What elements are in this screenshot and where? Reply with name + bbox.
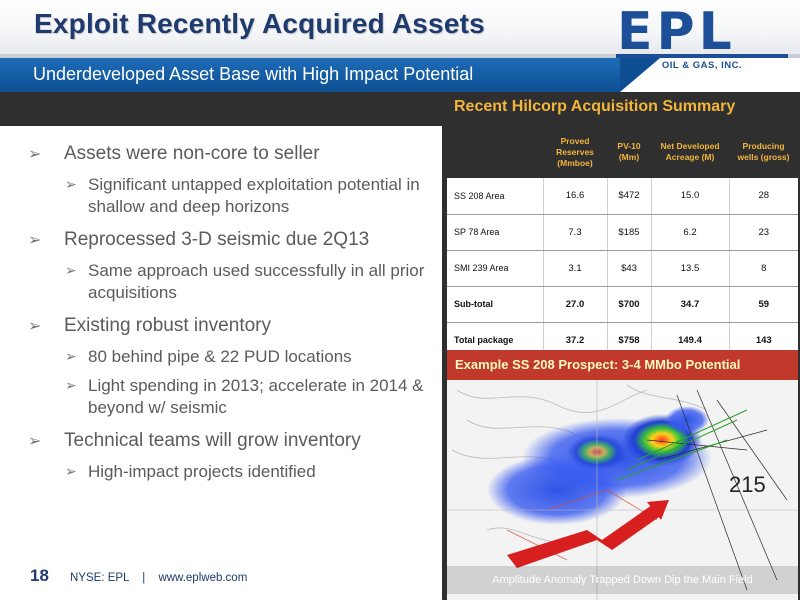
table-cell: Total package xyxy=(454,335,514,346)
sub-bullet-item: ➢ Same approach used successfully in all … xyxy=(28,260,428,304)
table-cell: 23 xyxy=(728,214,798,251)
bullet-text: Technical teams will grow inventory xyxy=(64,430,361,451)
bullet-list: ➢ Assets were non-core to seller ➢ Signifi… xyxy=(28,142,428,483)
summary-header-row: Proved Reserves (Mmboe) PV-10 (Mm) Net D… xyxy=(447,126,798,178)
sub-bullet-arrow-icon: ➢ xyxy=(65,177,77,193)
bullet-text: Assets were non-core to seller xyxy=(64,143,320,164)
bullet-arrow-icon: ➢ xyxy=(28,431,42,450)
sub-bullet-item: ➢ High-impact projects identified xyxy=(28,461,428,483)
sub-bullet-arrow-icon: ➢ xyxy=(65,378,77,394)
bullet-item: ➢ Reprocessed 3-D seismic due 2Q13 xyxy=(28,228,428,252)
footer: NYSE: EPL | www.eplweb.com xyxy=(70,572,247,584)
logo-divider xyxy=(616,54,788,58)
table-row: SS 208 Area 16.6 $472 15.0 28 xyxy=(447,178,798,215)
table-cell: 6.2 xyxy=(650,214,729,251)
table-row-subtotal: Sub-total 27.0 $700 34.7 59 xyxy=(447,286,798,323)
footer-ticker: NYSE: EPL xyxy=(70,572,130,584)
header-cell: Proved Reserves (Mmboe) xyxy=(543,126,607,178)
table-cell: $472 xyxy=(606,178,651,215)
table-cell: 27.0 xyxy=(542,286,607,323)
table-cell: 7.3 xyxy=(542,214,607,251)
table-cell: 34.7 xyxy=(650,286,729,323)
logo-letters: EPL xyxy=(617,2,736,62)
table-cell: $700 xyxy=(606,286,651,323)
table-cell: $43 xyxy=(606,250,651,287)
table-cell: 13.5 xyxy=(650,250,729,287)
sub-bullet-text: Same approach used successfully in all p… xyxy=(88,261,425,302)
table-cell: $185 xyxy=(606,214,651,251)
table-cell: 15.0 xyxy=(650,178,729,215)
map-title-band xyxy=(447,350,798,380)
sub-bullet-text: Significant untapped exploitation potent… xyxy=(88,175,420,216)
summary-title: Recent Hilcorp Acquisition Summary xyxy=(454,98,736,115)
footer-separator: | xyxy=(142,572,146,584)
table-cell: SS 208 Area xyxy=(447,178,543,215)
bullet-text: Reprocessed 3-D seismic due 2Q13 xyxy=(64,229,370,250)
table-cell: 16.6 xyxy=(542,178,607,215)
map-caption-text: Amplitude Anomaly Trapped Down Dip the M… xyxy=(492,574,753,586)
table-cell: 28 xyxy=(728,178,798,215)
sub-bullet-text: 80 behind pipe & 22 PUD locations xyxy=(88,347,352,366)
table-cell: 8 xyxy=(728,250,798,287)
table-row: SP 78 Area 7.3 $185 6.2 23 xyxy=(447,214,798,251)
header-cell: PV-10 (Mm) xyxy=(607,126,651,178)
block-number-label: 215 xyxy=(729,472,766,497)
bullet-item: ➢ Assets were non-core to seller xyxy=(28,142,428,166)
header-cell: Net Developed Acreage (M) xyxy=(651,126,729,178)
map-caption: Amplitude Anomaly Trapped Down Dip the M… xyxy=(447,566,798,594)
sub-bullet-arrow-icon: ➢ xyxy=(65,464,77,480)
sub-bullet-item: ➢ Significant untapped exploitation poten… xyxy=(28,174,428,218)
sub-bullet-arrow-icon: ➢ xyxy=(65,263,77,279)
bullet-arrow-icon: ➢ xyxy=(28,144,42,163)
sub-bullet-item: ➢ Light spending in 2013; accelerate in 2… xyxy=(28,375,428,419)
seismic-map-graphic xyxy=(447,380,798,600)
footer-url[interactable]: www.eplweb.com xyxy=(158,572,248,584)
table-row: SMI 239 Area 3.1 $43 13.5 8 xyxy=(447,250,798,287)
table-cell: Sub-total xyxy=(447,286,543,323)
company-logo: EPL OIL & GAS, INC. xyxy=(612,2,792,92)
title-band xyxy=(0,0,800,58)
bullet-item: ➢ Existing robust inventory xyxy=(28,314,428,338)
bullet-text: Existing robust inventory xyxy=(64,315,271,336)
sub-bullet-text: High-impact projects identified xyxy=(88,462,316,481)
page-number: 18 xyxy=(30,566,49,585)
header-cell xyxy=(447,126,543,178)
bullet-item: ➢ Technical teams will grow inventory xyxy=(28,429,428,453)
map-title: Example SS 208 Prospect: 3-4 MMbo Potent… xyxy=(455,357,741,372)
seismic-amplitude-map: 215 xyxy=(447,380,798,600)
logo-company-name: OIL & GAS, INC. xyxy=(661,60,743,71)
table-cell: 3.1 xyxy=(542,250,607,287)
sub-bullet-item: ➢ 80 behind pipe & 22 PUD locations xyxy=(28,346,428,368)
summary-table: Proved Reserves (Mmboe) PV-10 (Mm) Net D… xyxy=(447,126,798,358)
header-cell: Producing wells (gross) xyxy=(729,126,798,178)
sub-bullet-arrow-icon: ➢ xyxy=(65,349,77,365)
page-subtitle: Underdeveloped Asset Base with High Impa… xyxy=(33,64,474,84)
table-cell: 59 xyxy=(728,286,798,323)
table-cell: SMI 239 Area xyxy=(447,250,543,287)
bullet-arrow-icon: ➢ xyxy=(28,316,42,335)
sub-bullet-text: Light spending in 2013; accelerate in 20… xyxy=(88,376,424,417)
subtitle-band: Underdeveloped Asset Base with High Impa… xyxy=(0,58,660,92)
page-title: Exploit Recently Acquired Assets xyxy=(34,8,485,39)
table-cell: SP 78 Area xyxy=(447,214,543,251)
bullet-arrow-icon: ➢ xyxy=(28,230,42,249)
